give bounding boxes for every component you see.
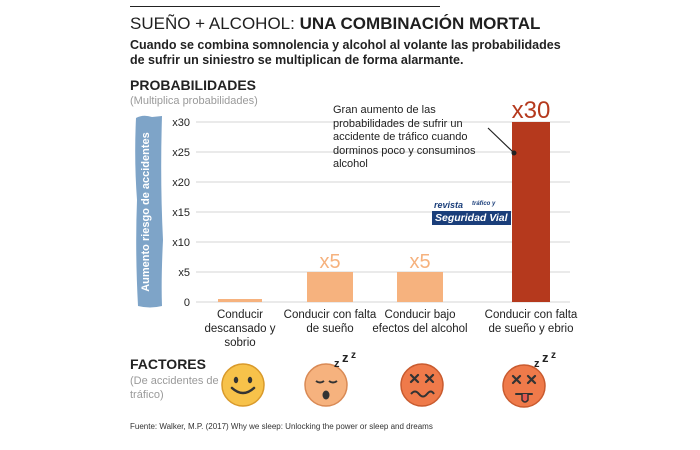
category-label: Conducir bajo efectos del alcohol [372, 309, 468, 335]
sleepy-face-icon: z z z [304, 350, 356, 407]
bar-value-label: x30 [512, 97, 551, 124]
svg-text:z: z [342, 350, 349, 365]
factors-subheading: (De accidentes de tráfico) [130, 375, 219, 401]
magazine-logo: revista tráfico y Seguridad Vial [432, 200, 524, 230]
y-tick-label: x20 [172, 177, 190, 189]
dizzy-face-icon [400, 363, 444, 407]
source-note: Fuente: Walker, M.P. (2017) Why we sleep… [130, 422, 433, 431]
factors-heading: FACTORES [130, 356, 206, 372]
y-axis-band [135, 115, 163, 308]
probabilities-heading: PROBABILIDADES [130, 77, 257, 93]
bar [307, 272, 353, 302]
drunk-sleepy-face-icon: z z z [502, 350, 556, 408]
y-tick-label: x25 [172, 147, 190, 159]
category-label: Conducir con falta de sueño [283, 309, 377, 335]
bar-value-label: x5 [319, 251, 340, 273]
y-tick-label: x10 [172, 237, 190, 249]
svg-text:z: z [334, 358, 340, 370]
bar [218, 299, 262, 302]
svg-text:z: z [534, 358, 540, 370]
category-label: Conducir con falta de sueño y ebrio [484, 309, 578, 335]
bar [512, 122, 550, 302]
title-bold: UNA COMBINACIÓN MORTAL [299, 14, 541, 33]
page-subtitle: Cuando se combina somnolencia y alcohol … [130, 38, 561, 67]
logo-line1b: tráfico y [472, 201, 496, 207]
bar [397, 272, 443, 302]
y-tick-label: x5 [178, 267, 190, 279]
annotation-text: Gran aumento de las probabilidades de su… [333, 104, 476, 170]
page-title: SUEÑO + ALCOHOL: UNA COMBINACIÓN MORTAL [130, 14, 540, 34]
annotation-pointer [487, 127, 514, 153]
probabilities-subheading: (Multiplica probabilidades) [130, 95, 258, 107]
svg-text:z: z [551, 350, 556, 361]
title-rule [130, 6, 440, 7]
y-tick-label: x15 [172, 207, 190, 219]
svg-text:z: z [351, 350, 356, 361]
y-tick-label: x30 [172, 117, 190, 129]
logo-line1: revista [434, 200, 464, 210]
title-light: SUEÑO + ALCOHOL: [130, 14, 295, 33]
smiley-face-icon [221, 363, 265, 407]
bar-value-label: x5 [409, 251, 430, 273]
annotation-pointer-dot [511, 150, 517, 156]
logo-line2: Seguridad Vial [432, 211, 511, 225]
y-axis-label: Aumento riesgo de accidentes [140, 132, 152, 292]
svg-text:z: z [542, 350, 549, 365]
y-tick-label: 0 [184, 297, 190, 309]
category-label: Conducir descansado y sobrio [204, 309, 276, 349]
